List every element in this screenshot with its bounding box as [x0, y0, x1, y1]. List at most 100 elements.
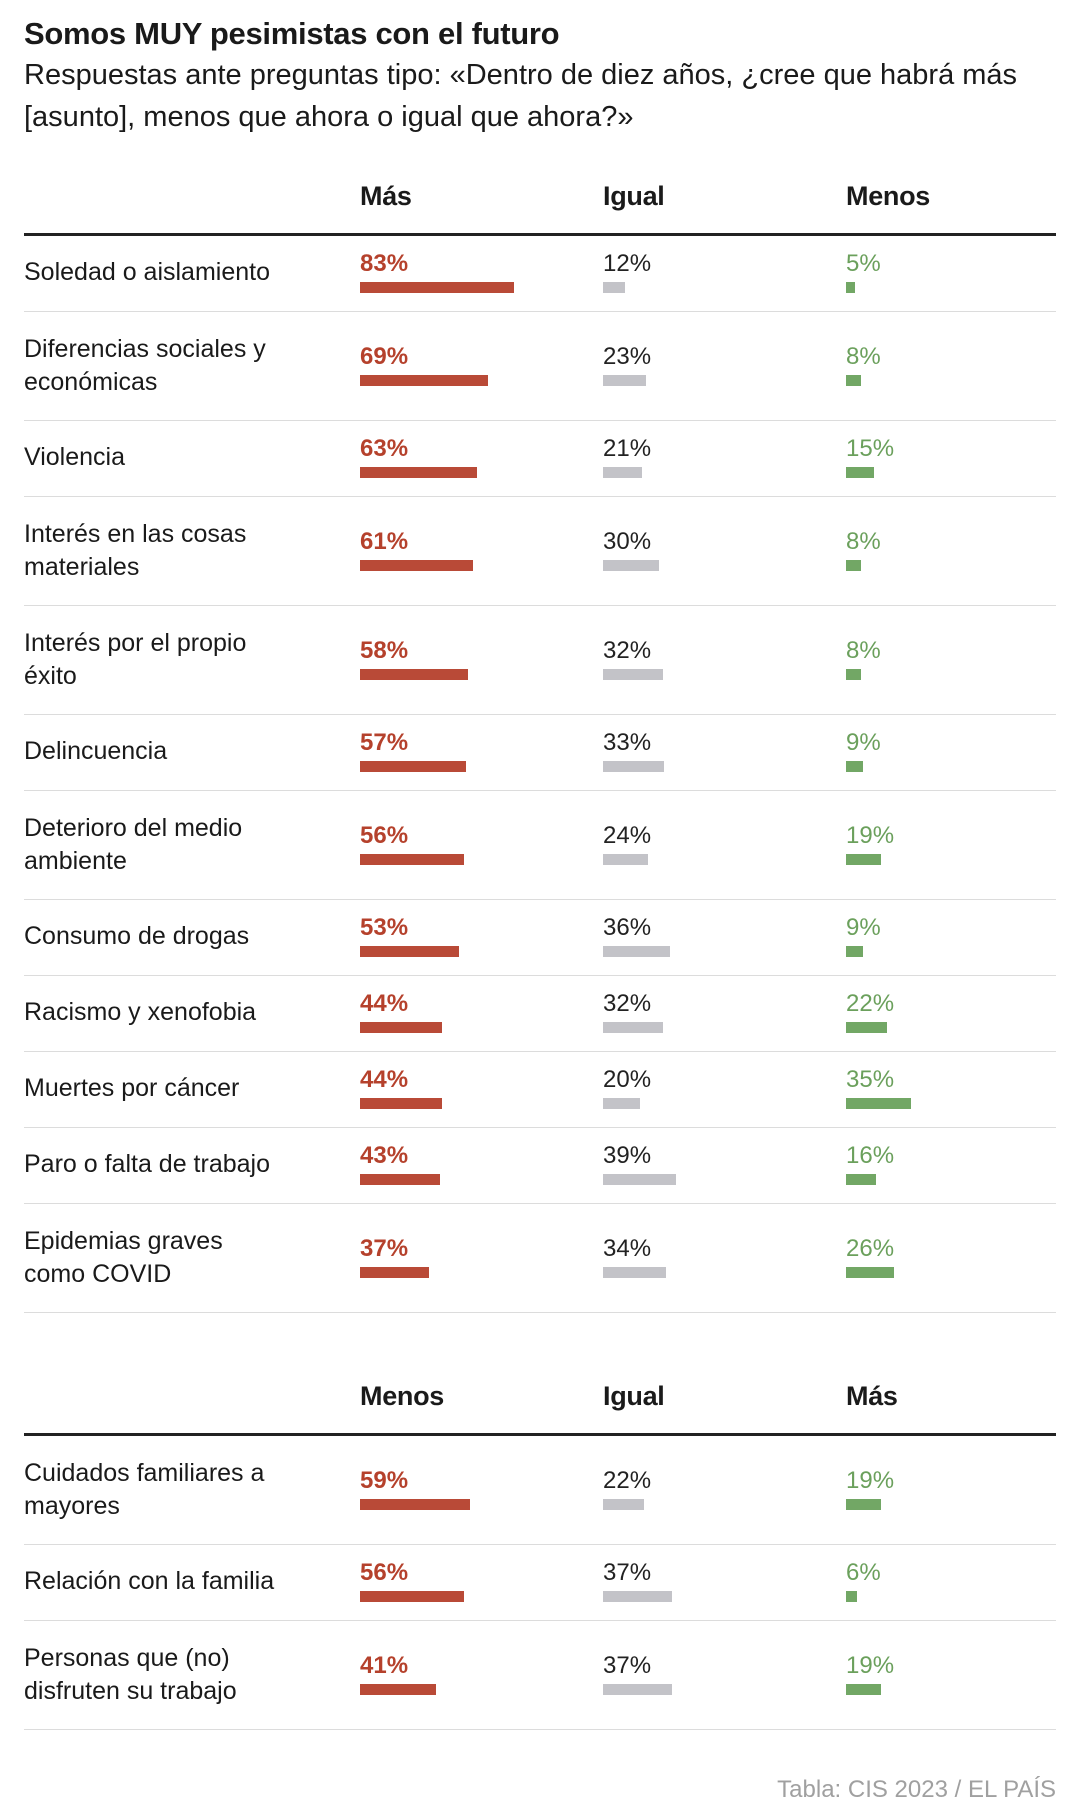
value-cell-first: 53% — [360, 912, 459, 957]
row-label: Epidemias graves como COVID — [24, 1227, 223, 1288]
table-row: Cuidados familiares a mayores 59% 22% 19% — [24, 1436, 1056, 1545]
value-label: 32% — [603, 637, 652, 664]
value-cell-first: 61% — [360, 526, 473, 571]
value-label: 37% — [603, 1559, 652, 1586]
table-row: Paro o falta de trabajo 43% 39% 16% — [24, 1128, 1056, 1204]
value-label: 59% — [360, 1467, 409, 1494]
value-label: 16% — [846, 1142, 895, 1169]
value-cell-first: 59% — [360, 1465, 470, 1510]
row-label: Violencia — [24, 443, 126, 471]
row-label: Diferencias sociales y económicas — [24, 335, 266, 396]
value-label: 15% — [846, 435, 895, 462]
value-bar — [360, 1022, 442, 1033]
value-bar — [846, 1098, 911, 1109]
column-header-igual: Igual — [603, 1381, 665, 1411]
value-label: 56% — [360, 1559, 409, 1586]
table-row: Relación con la familia 56% 37% 6% — [24, 1545, 1056, 1621]
value-bar — [360, 669, 468, 680]
table-row: Violencia 63% 21% 15% — [24, 421, 1056, 497]
value-label: 20% — [603, 1066, 652, 1093]
value-bar — [846, 1174, 876, 1185]
value-cell-igual: 36% — [603, 912, 670, 957]
value-label: 63% — [360, 435, 409, 462]
table-body: Cuidados familiares a mayores 59% 22% 19% Rel… — [24, 1436, 1056, 1730]
value-cell-third: 5% — [846, 248, 881, 293]
value-label: 19% — [846, 1652, 895, 1679]
table-header: Más Igual Menos — [24, 175, 1056, 236]
value-bar — [846, 1022, 887, 1033]
value-bar — [603, 854, 648, 865]
value-label: 32% — [603, 990, 652, 1017]
value-label: 34% — [603, 1235, 652, 1262]
value-bar — [846, 375, 861, 386]
value-cell-third: 8% — [846, 526, 881, 571]
row-label: Deterioro del medio ambiente — [24, 814, 243, 875]
source-credit: Tabla: CIS 2023 / EL PAÍS — [777, 1776, 1056, 1803]
column-header-menos: Menos — [846, 181, 931, 211]
value-bar — [846, 1499, 881, 1510]
value-label: 6% — [846, 1559, 881, 1586]
value-label: 24% — [603, 822, 652, 849]
value-cell-igual: 21% — [603, 433, 651, 478]
value-bar — [603, 1174, 676, 1185]
value-bar — [360, 560, 473, 571]
value-label: 69% — [360, 343, 409, 370]
row-label: Interés por el propio éxito — [24, 629, 247, 690]
column-header-mas: Más — [360, 181, 412, 211]
table-row: Interés por el propio éxito 58% 32% 8% — [24, 606, 1056, 715]
value-label: 41% — [360, 1652, 409, 1679]
value-cell-first: 58% — [360, 635, 468, 680]
value-cell-first: 56% — [360, 1557, 464, 1602]
row-label: Interés en las cosas materiales — [24, 520, 247, 581]
value-label: 19% — [846, 1467, 895, 1494]
value-bar — [360, 282, 514, 293]
table-body: Soledad o aislamiento 83% 12% 5% Diferencias… — [24, 236, 1056, 1313]
value-bar — [603, 669, 663, 680]
value-bar — [360, 1174, 440, 1185]
value-bar — [846, 1591, 857, 1602]
table-row: Muertes por cáncer 44% 20% 35% — [24, 1052, 1056, 1128]
value-bar — [603, 1591, 672, 1602]
value-cell-third: 26% — [846, 1233, 894, 1278]
column-header-igual: Igual — [603, 181, 665, 211]
value-label: 30% — [603, 528, 652, 555]
value-bar — [603, 560, 659, 571]
value-cell-third: 8% — [846, 635, 881, 680]
value-cell-first: 44% — [360, 1064, 442, 1109]
value-cell-igual: 33% — [603, 727, 664, 772]
value-label: 39% — [603, 1142, 652, 1169]
chart-page: Somos MUY pesimistas con el futuro Respu… — [24, 14, 1056, 138]
value-label: 5% — [846, 250, 881, 277]
row-label: Paro o falta de trabajo — [24, 1150, 270, 1178]
value-label: 57% — [360, 729, 409, 756]
value-cell-igual: 20% — [603, 1064, 651, 1109]
column-header-menos: Menos — [360, 1381, 445, 1411]
value-cell-igual: 22% — [603, 1465, 651, 1510]
value-cell-first: 37% — [360, 1233, 429, 1278]
value-cell-third: 35% — [846, 1064, 911, 1109]
value-bar — [603, 375, 646, 386]
value-cell-first: 44% — [360, 988, 442, 1033]
value-cell-igual: 34% — [603, 1233, 666, 1278]
value-bar — [846, 1267, 894, 1278]
table-row: Interés en las cosas materiales 61% 30% 8% — [24, 497, 1056, 606]
value-cell-first: 63% — [360, 433, 477, 478]
value-cell-igual: 30% — [603, 526, 659, 571]
value-cell-third: 19% — [846, 1650, 894, 1695]
table-row: Deterioro del medio ambiente 56% 24% 19% — [24, 791, 1056, 900]
row-label: Consumo de drogas — [24, 922, 250, 950]
value-bar — [603, 761, 664, 772]
value-cell-third: 9% — [846, 727, 881, 772]
row-label: Delincuencia — [24, 737, 168, 765]
chart-subtitle: Respuestas ante preguntas tipo: «Dentro … — [24, 59, 1018, 133]
value-bar — [846, 946, 863, 957]
table-row: Epidemias graves como COVID 37% 34% 26% — [24, 1204, 1056, 1313]
table-more-is-worse: Más Igual Menos Soledad o aislamiento 83%… — [24, 175, 1056, 1313]
value-label: 33% — [603, 729, 652, 756]
value-label: 37% — [360, 1235, 409, 1262]
value-label: 53% — [360, 914, 409, 941]
table-row: Soledad o aislamiento 83% 12% 5% — [24, 236, 1056, 312]
value-label: 83% — [360, 250, 409, 277]
value-label: 9% — [846, 914, 881, 941]
chart-title: Somos MUY pesimistas con el futuro — [24, 16, 560, 51]
